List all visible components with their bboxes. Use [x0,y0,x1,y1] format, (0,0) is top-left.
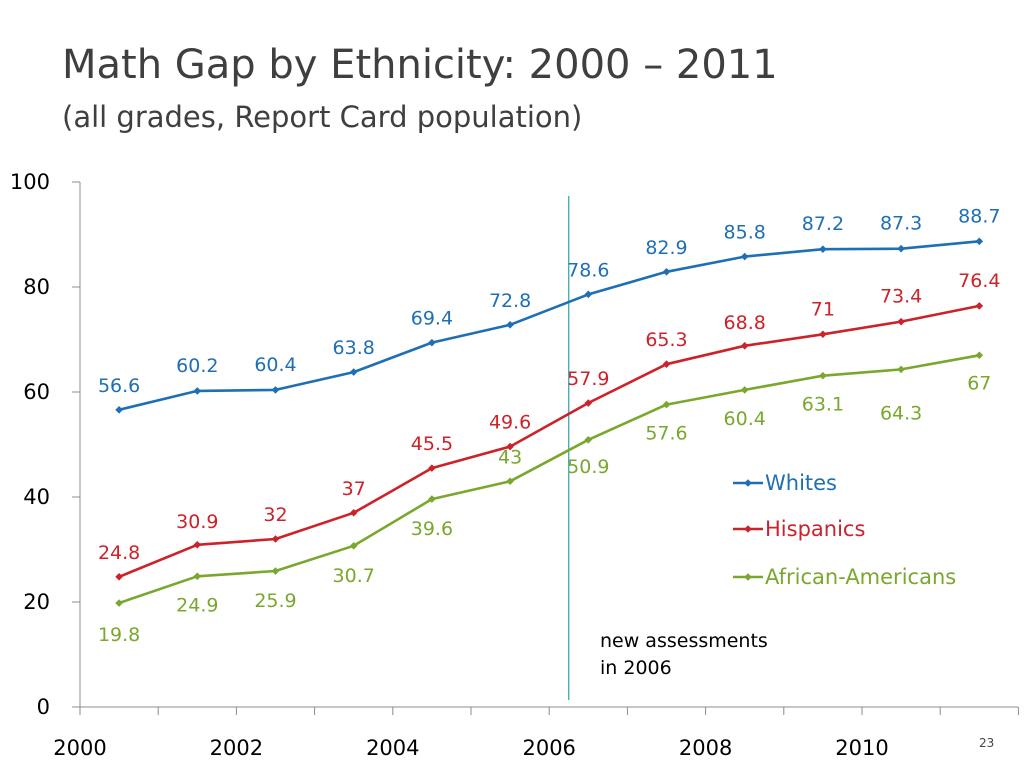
data-point [740,342,749,350]
data-label: 88.7 [958,205,1000,227]
data-point [271,535,280,543]
x-tick-label: 2004 [366,736,419,760]
series-line-hispanics [118,304,980,579]
legend-marker [744,479,752,487]
data-label: 65.3 [645,329,687,351]
data-label: 43 [498,446,522,468]
data-point [819,371,827,380]
data-label: 45.5 [411,433,453,455]
data-point [662,400,671,409]
data-point [115,599,123,607]
data-label: 25.9 [254,590,296,612]
legend-marker [744,525,752,533]
y-tick-label: 100 [10,170,50,194]
data-label: 69.4 [411,308,453,330]
data-label: 87.2 [802,213,844,235]
data-label: 56.6 [98,375,140,397]
data-label: 57.6 [645,423,687,445]
data-label: 50.9 [567,456,609,478]
data-label: 60.2 [176,355,218,377]
data-label: 67 [967,372,991,394]
data-point [740,386,749,394]
data-label: 63.8 [333,337,375,359]
data-label: 32 [263,504,287,526]
data-label: 76.4 [958,270,1000,292]
legend-marker [744,573,752,581]
legend-label: Whites [765,471,837,495]
data-point [819,330,827,339]
y-tick-label: 0 [37,695,50,719]
page-number: 23 [979,736,995,750]
x-tick-label: 2008 [679,736,732,760]
data-point [271,567,280,575]
data-point [975,302,984,310]
data-point [115,406,123,414]
data-point [193,540,202,549]
data-point [428,464,436,472]
data-point [271,386,280,394]
x-tick-label: 2000 [53,736,106,760]
data-point [506,321,514,329]
data-point [428,495,436,503]
data-label: 49.6 [489,412,531,434]
data-label: 39.6 [411,518,453,540]
data-label: 68.8 [724,312,766,334]
data-label: 57.9 [567,368,609,390]
data-label: 85.8 [724,222,766,244]
data-label: 60.4 [254,354,296,376]
annotation-text: in 2006 [600,657,672,679]
data-point [193,387,202,395]
data-point [428,338,436,347]
data-label: 60.4 [724,408,766,430]
y-tick-label: 80 [23,275,50,299]
data-point [975,351,984,360]
data-point [193,572,202,581]
series-line-african-americans [118,354,980,605]
data-point [584,290,593,299]
slide-title: Math Gap by Ethnicity: 2000 – 2011 [62,42,778,88]
data-point [506,442,514,451]
data-point [662,360,671,368]
data-point [349,508,358,517]
data-label: 63.1 [802,394,844,416]
data-label: 19.8 [98,624,140,646]
data-label: 24.8 [98,542,140,564]
data-label: 64.3 [880,402,922,424]
legend-label: African-Americans [765,565,956,589]
data-label: 24.9 [176,594,218,616]
x-tick-label: 2002 [210,736,263,760]
data-label: 72.8 [489,290,531,312]
data-point [115,573,123,581]
data-label: 30.9 [176,511,218,533]
data-point [584,435,593,444]
data-label: 71 [811,298,835,320]
y-tick-label: 20 [23,590,50,614]
data-point [897,244,905,253]
data-label: 82.9 [645,237,687,259]
data-label: 73.4 [880,286,922,308]
data-point [897,317,905,326]
data-point [584,399,593,407]
slide-subtitle: (all grades, Report Card population) [62,100,583,134]
data-label: 30.7 [333,565,375,587]
data-label: 87.3 [880,213,922,235]
series-line-whites [118,240,980,412]
y-tick-label: 40 [23,485,50,509]
y-tick-label: 60 [23,380,50,404]
x-tick-label: 2006 [522,736,575,760]
annotation-text: new assessments [600,630,768,652]
data-point [506,477,514,486]
data-label: 37 [342,478,366,500]
data-point [975,237,984,246]
legend-label: Hispanics [765,517,865,541]
data-label: 78.6 [567,259,609,281]
data-point [349,542,358,550]
data-point [662,267,671,276]
data-point [897,365,905,374]
x-tick-label: 2010 [835,736,888,760]
data-point [740,252,749,261]
data-point [819,245,827,253]
data-point [349,368,358,376]
